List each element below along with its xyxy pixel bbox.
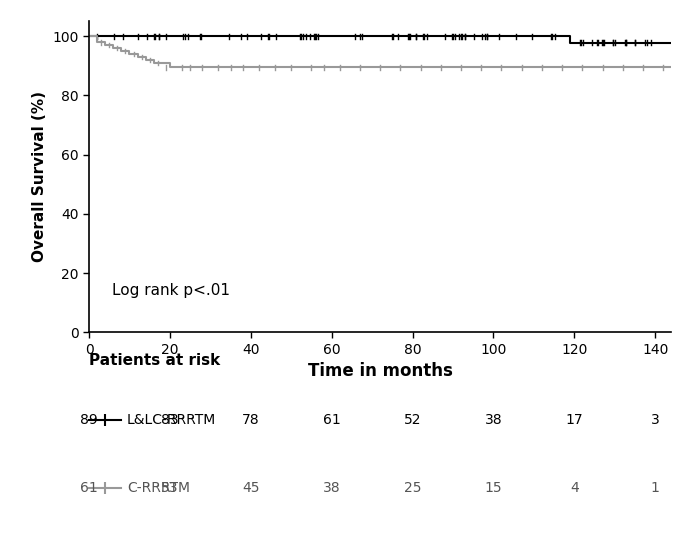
Text: 78: 78: [242, 413, 260, 427]
X-axis label: Time in months: Time in months: [308, 362, 453, 381]
Text: 53: 53: [161, 481, 179, 495]
Text: 45: 45: [242, 481, 260, 495]
Text: C-RRRTM: C-RRRTM: [127, 481, 190, 495]
Text: 83: 83: [161, 413, 179, 427]
Text: 1: 1: [651, 481, 660, 495]
Y-axis label: Overall Survival (%): Overall Survival (%): [32, 91, 47, 263]
Text: 15: 15: [484, 481, 502, 495]
Text: 4: 4: [570, 481, 579, 495]
Text: 61: 61: [323, 413, 340, 427]
Text: 3: 3: [651, 413, 660, 427]
Text: Log rank p<.01: Log rank p<.01: [112, 283, 230, 298]
Text: 61: 61: [80, 481, 98, 495]
Text: 38: 38: [323, 481, 340, 495]
Text: 17: 17: [565, 413, 583, 427]
Text: 38: 38: [484, 413, 502, 427]
Text: 89: 89: [80, 413, 98, 427]
Text: 25: 25: [403, 481, 421, 495]
Text: Patients at risk: Patients at risk: [89, 353, 221, 368]
Text: L&LC-RRRTM: L&LC-RRRTM: [127, 413, 216, 427]
Text: 52: 52: [403, 413, 421, 427]
